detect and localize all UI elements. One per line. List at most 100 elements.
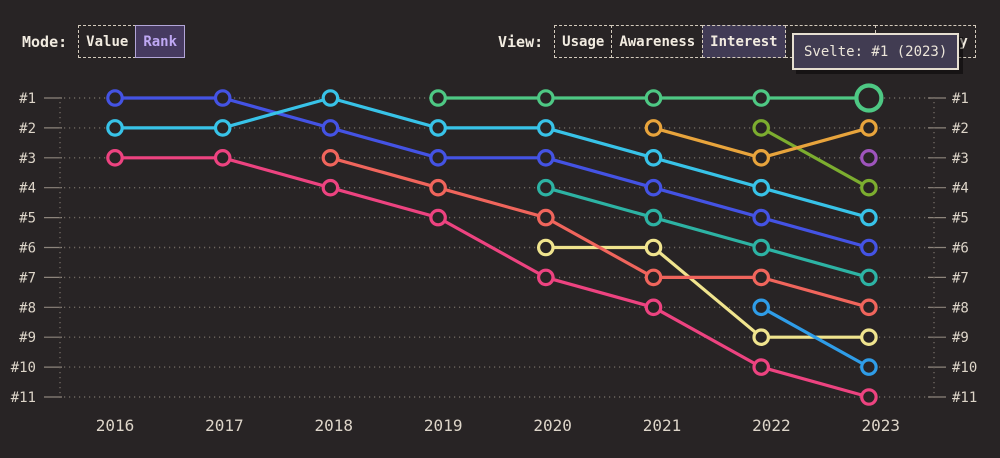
data-point-salmon-2022[interactable] bbox=[752, 268, 770, 287]
view-label: View: bbox=[498, 32, 544, 51]
rank-label-left: #3 bbox=[19, 151, 36, 167]
rank-label-right: #11 bbox=[952, 390, 977, 406]
mode-rank-button[interactable]: Rank bbox=[135, 25, 186, 58]
view-awareness-button[interactable]: Awareness bbox=[611, 25, 704, 58]
rank-label-left: #4 bbox=[19, 181, 36, 197]
data-point-Svelte-2019[interactable] bbox=[429, 89, 447, 107]
year-label: 2023 bbox=[862, 416, 901, 435]
data-point-royal-blue-2016[interactable] bbox=[106, 89, 124, 107]
view-usage-button[interactable]: Usage bbox=[554, 25, 613, 58]
rank-label-right: #4 bbox=[952, 181, 969, 197]
data-point-royal-blue-2022[interactable] bbox=[752, 208, 770, 227]
data-point-Svelte-2023[interactable] bbox=[854, 83, 884, 113]
data-point-pink-2023[interactable] bbox=[860, 388, 878, 406]
data-point-cyan-2016[interactable] bbox=[106, 119, 124, 137]
data-point-Svelte-2020[interactable] bbox=[536, 89, 555, 107]
data-point-Svelte-2021[interactable] bbox=[644, 89, 663, 107]
year-label: 2018 bbox=[315, 416, 354, 435]
series-line-sky-blue bbox=[759, 305, 871, 369]
rank-label-left: #6 bbox=[19, 241, 36, 257]
data-point-teal-2022[interactable] bbox=[752, 238, 770, 257]
view-interest-button[interactable]: Interest bbox=[702, 25, 786, 58]
data-point-amber-2022[interactable] bbox=[752, 149, 770, 167]
rank-label-right: #1 bbox=[952, 91, 969, 107]
data-point-teal-2020[interactable] bbox=[536, 178, 555, 197]
data-point-cyan-2023[interactable] bbox=[860, 208, 878, 227]
series-line-pink bbox=[113, 156, 871, 399]
data-point-cyan-2020[interactable] bbox=[536, 119, 555, 137]
data-point-yellow-2021[interactable] bbox=[644, 238, 663, 257]
data-point-cyan-2018[interactable] bbox=[321, 89, 340, 107]
rank-label-right: #7 bbox=[952, 270, 969, 286]
data-point-purple-2023[interactable] bbox=[860, 149, 878, 167]
mode-value-button[interactable]: Value bbox=[78, 25, 137, 58]
data-point-cyan-2022[interactable] bbox=[752, 178, 770, 197]
data-point-royal-blue-2018[interactable] bbox=[321, 119, 340, 137]
data-point-pink-2021[interactable] bbox=[644, 298, 663, 317]
data-point-royal-blue-2021[interactable] bbox=[644, 178, 663, 197]
data-point-pink-2017[interactable] bbox=[213, 149, 232, 167]
rank-label-left: #10 bbox=[11, 360, 36, 376]
data-point-pink-2020[interactable] bbox=[536, 268, 555, 287]
rank-label-right: #9 bbox=[952, 330, 969, 346]
year-label: 2020 bbox=[533, 416, 572, 435]
data-point-amber-2023[interactable] bbox=[860, 119, 878, 137]
data-point-olive-green-2023[interactable] bbox=[860, 178, 878, 197]
data-point-salmon-2019[interactable] bbox=[429, 178, 447, 197]
rank-label-right: #10 bbox=[952, 360, 977, 376]
rank-label-right: #3 bbox=[952, 151, 969, 167]
year-label: 2017 bbox=[205, 416, 244, 435]
data-point-cyan-2019[interactable] bbox=[429, 119, 447, 137]
data-point-yellow-2020[interactable] bbox=[536, 238, 555, 257]
year-label: 2019 bbox=[424, 416, 463, 435]
data-point-royal-blue-2023[interactable] bbox=[860, 238, 878, 257]
rank-label-left: #7 bbox=[19, 270, 36, 286]
rank-label-right: #8 bbox=[952, 300, 969, 316]
data-point-salmon-2018[interactable] bbox=[321, 149, 340, 167]
rank-label-left: #2 bbox=[19, 121, 36, 137]
data-point-olive-green-2022[interactable] bbox=[752, 119, 770, 137]
data-point-teal-2021[interactable] bbox=[644, 208, 663, 227]
series-line-olive-green bbox=[759, 126, 871, 190]
year-label: 2021 bbox=[643, 416, 682, 435]
rank-label-right: #5 bbox=[952, 211, 969, 227]
data-point-salmon-2021[interactable] bbox=[644, 268, 663, 287]
data-point-yellow-2022[interactable] bbox=[752, 328, 770, 346]
tooltip-text: Svelte: #1 (2023) bbox=[804, 43, 948, 60]
rank-label-left: #8 bbox=[19, 300, 36, 316]
data-point-pink-2018[interactable] bbox=[321, 178, 340, 197]
data-point-yellow-2023[interactable] bbox=[860, 328, 878, 346]
data-point-royal-blue-2017[interactable] bbox=[213, 89, 232, 107]
data-point-cyan-2021[interactable] bbox=[644, 149, 663, 167]
data-point-sky-blue-2022[interactable] bbox=[752, 298, 770, 317]
series-line-salmon bbox=[328, 156, 871, 309]
mode-label: Mode: bbox=[22, 32, 68, 51]
data-point-teal-2023[interactable] bbox=[860, 268, 878, 287]
rank-label-left: #5 bbox=[19, 211, 36, 227]
rank-label-left: #9 bbox=[19, 330, 36, 346]
data-point-salmon-2023[interactable] bbox=[860, 298, 878, 317]
series-line-royal-blue bbox=[113, 96, 871, 250]
data-point-sky-blue-2023[interactable] bbox=[860, 358, 878, 376]
data-point-amber-2021[interactable] bbox=[644, 119, 663, 137]
data-point-royal-blue-2019[interactable] bbox=[429, 149, 447, 167]
data-point-pink-2016[interactable] bbox=[106, 149, 124, 167]
data-point-cyan-2017[interactable] bbox=[213, 119, 232, 137]
year-label: 2022 bbox=[752, 416, 791, 435]
rank-label-left: #1 bbox=[19, 91, 36, 107]
data-point-salmon-2020[interactable] bbox=[536, 208, 555, 227]
data-point-Svelte-2022[interactable] bbox=[752, 89, 770, 107]
data-point-pink-2022[interactable] bbox=[752, 358, 770, 376]
rank-label-left: #11 bbox=[11, 390, 36, 406]
data-point-pink-2019[interactable] bbox=[429, 208, 447, 227]
mode-toggle: Mode: Value Rank bbox=[22, 25, 186, 58]
series-line-teal bbox=[544, 186, 871, 279]
rank-label-right: #6 bbox=[952, 241, 969, 257]
data-point-royal-blue-2020[interactable] bbox=[536, 149, 555, 167]
rank-label-right: #2 bbox=[952, 121, 969, 137]
tooltip: Svelte: #1 (2023) bbox=[792, 33, 960, 70]
year-label: 2016 bbox=[96, 416, 135, 435]
series-line-cyan bbox=[113, 96, 871, 220]
